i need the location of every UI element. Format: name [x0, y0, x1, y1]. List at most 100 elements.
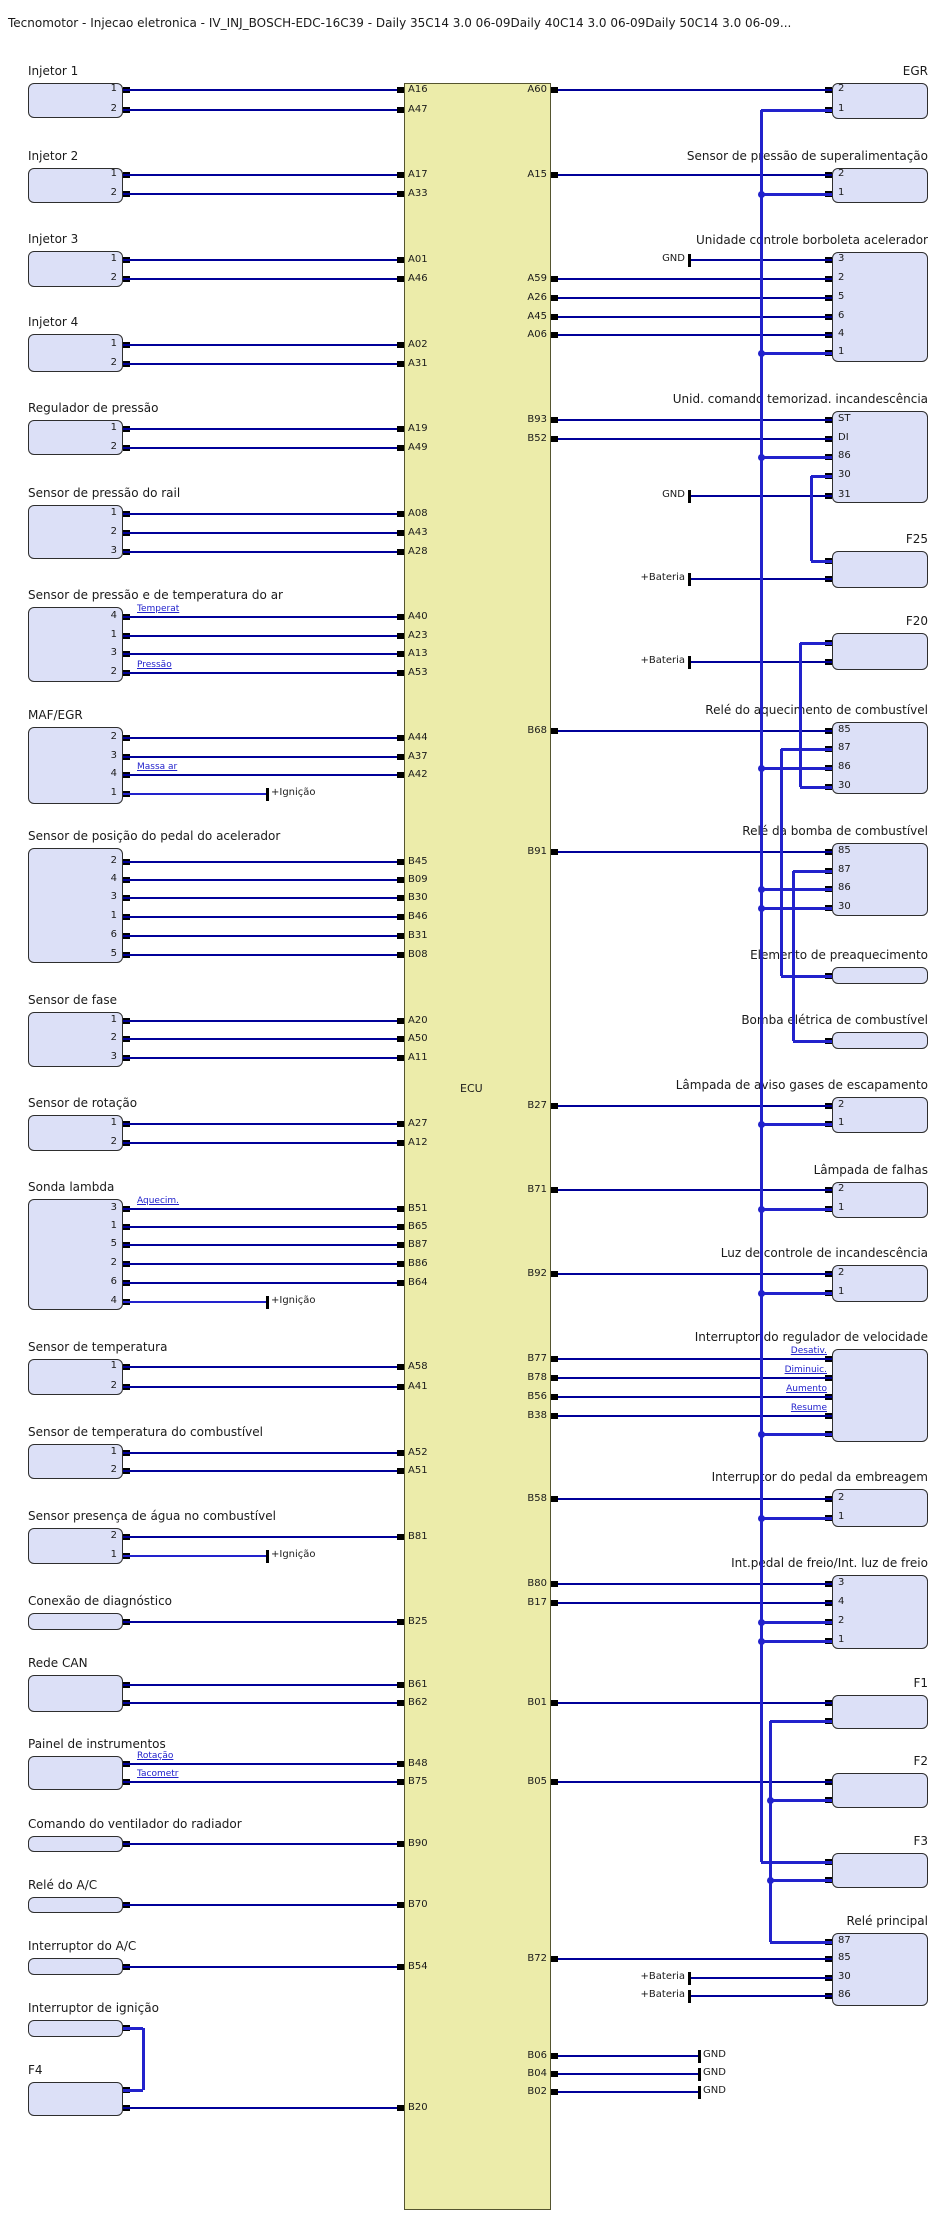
pin-stub: [551, 1356, 558, 1362]
pin-number: 2: [838, 1492, 845, 1503]
ecu-pin-label: B31: [408, 930, 428, 941]
component-title: F25: [905, 532, 928, 546]
wire: [123, 1038, 404, 1040]
wire: [551, 1781, 832, 1783]
bus-line: [760, 110, 763, 1862]
component-box: [28, 505, 123, 559]
bus-line: [770, 1879, 832, 1882]
component-title: Luz de controle de incandescência: [720, 1246, 928, 1260]
wire: [551, 278, 832, 280]
pin-stub: [397, 1055, 404, 1061]
component-title: Injetor 1: [28, 64, 79, 78]
ecu-pin-label: B75: [408, 1776, 428, 1787]
terminal-label: GND: [662, 253, 685, 264]
pin-number: 2: [838, 168, 845, 179]
component-title: Comando do ventilador do radiador: [28, 1817, 242, 1831]
wire: [551, 1396, 832, 1398]
ecu-pin-label: A58: [408, 1361, 428, 1372]
ignition-terminal: [266, 1550, 269, 1563]
component-title: Interruptor do A/C: [28, 1939, 137, 1953]
wire: [761, 1433, 832, 1436]
wire: [123, 1282, 404, 1284]
wire: [761, 193, 832, 196]
pin-stub: [397, 172, 404, 178]
component-title: Lâmpada de falhas: [813, 1163, 928, 1177]
ecu-pin-label: B68: [527, 725, 547, 736]
ecu-pin-label: A28: [408, 546, 428, 557]
pin-number: 2: [838, 83, 845, 94]
ignition-terminal: [266, 1296, 269, 1309]
pin-stub: [551, 1496, 558, 1502]
pin-stub: [397, 735, 404, 741]
ecu-pin-label: A19: [408, 423, 428, 434]
wire: [761, 1208, 832, 1211]
pin-number: 30: [838, 469, 851, 480]
bus-line: [770, 1799, 832, 1802]
battery-terminal: [688, 573, 691, 586]
component-title: Rede CAN: [28, 1656, 88, 1670]
component-title: Sensor de pressão do rail: [28, 486, 181, 500]
pin-number: 31: [838, 489, 851, 500]
wire: [123, 447, 404, 449]
ecu-pin-label: B56: [527, 1391, 547, 1402]
terminal-label: +Ignição: [271, 1549, 316, 1560]
ecu-pin-label: A31: [408, 358, 428, 369]
pin-stub: [397, 772, 404, 778]
bus-line: [123, 2089, 143, 2092]
component-box: [28, 1444, 123, 1479]
wire-label: Rotação: [137, 1751, 174, 1761]
pin-number: 1: [110, 1117, 117, 1128]
component-box: [832, 1853, 928, 1888]
pin-number: 1: [110, 1220, 117, 1231]
pin-stub: [397, 895, 404, 901]
pin-stub: [397, 2105, 404, 2111]
pin-stub: [397, 1682, 404, 1688]
wire: [123, 756, 404, 758]
wire: [123, 193, 404, 195]
pin-number: 4: [838, 328, 845, 339]
component-box: [28, 2020, 123, 2037]
wire: [551, 1105, 832, 1107]
pin-stub: [551, 2053, 558, 2059]
pin-number: 6: [110, 1276, 117, 1287]
wire: [551, 1602, 832, 1604]
wire: [761, 352, 832, 355]
pin-stub: [551, 1581, 558, 1587]
component-box: [28, 1613, 123, 1630]
pin-stub: [397, 1261, 404, 1267]
wire: [123, 1781, 404, 1783]
pin-stub: [397, 107, 404, 113]
component-title: MAF/EGR: [28, 708, 83, 722]
pin-stub: [397, 511, 404, 517]
pin-stub: [551, 1779, 558, 1785]
wire: [551, 1958, 832, 1960]
pin-number: 2: [110, 357, 117, 368]
ecu-pin-label: A42: [408, 769, 428, 780]
component-box: [28, 1012, 123, 1067]
pin-number: 87: [838, 742, 851, 753]
component-title: F3: [913, 1834, 928, 1848]
wire: [551, 1358, 832, 1360]
component-box: [28, 1359, 123, 1395]
wire-label: Aumento: [786, 1384, 827, 1394]
ecu-pin-label: B93: [527, 414, 547, 425]
pin-number: 1: [110, 83, 117, 94]
pin-stub: [551, 1271, 558, 1277]
component-title: Injetor 3: [28, 232, 79, 246]
pin-number: 3: [110, 1202, 117, 1213]
pin-stub: [551, 1394, 558, 1400]
wire: [123, 1702, 404, 1704]
bus-line: [123, 2027, 143, 2030]
pin-stub: [551, 314, 558, 320]
pin-stub: [397, 1224, 404, 1230]
wire: [551, 2055, 698, 2057]
pin-stub: [551, 1103, 558, 1109]
pin-stub: [551, 436, 558, 442]
ecu-pin-label: B27: [527, 1100, 547, 1111]
pin-number: 1: [838, 1117, 845, 1128]
pin-stub: [397, 1364, 404, 1370]
component-box: [832, 843, 928, 916]
pin-number: 86: [838, 1989, 851, 2000]
wire: [551, 2091, 698, 2093]
pin-stub: [397, 1450, 404, 1456]
